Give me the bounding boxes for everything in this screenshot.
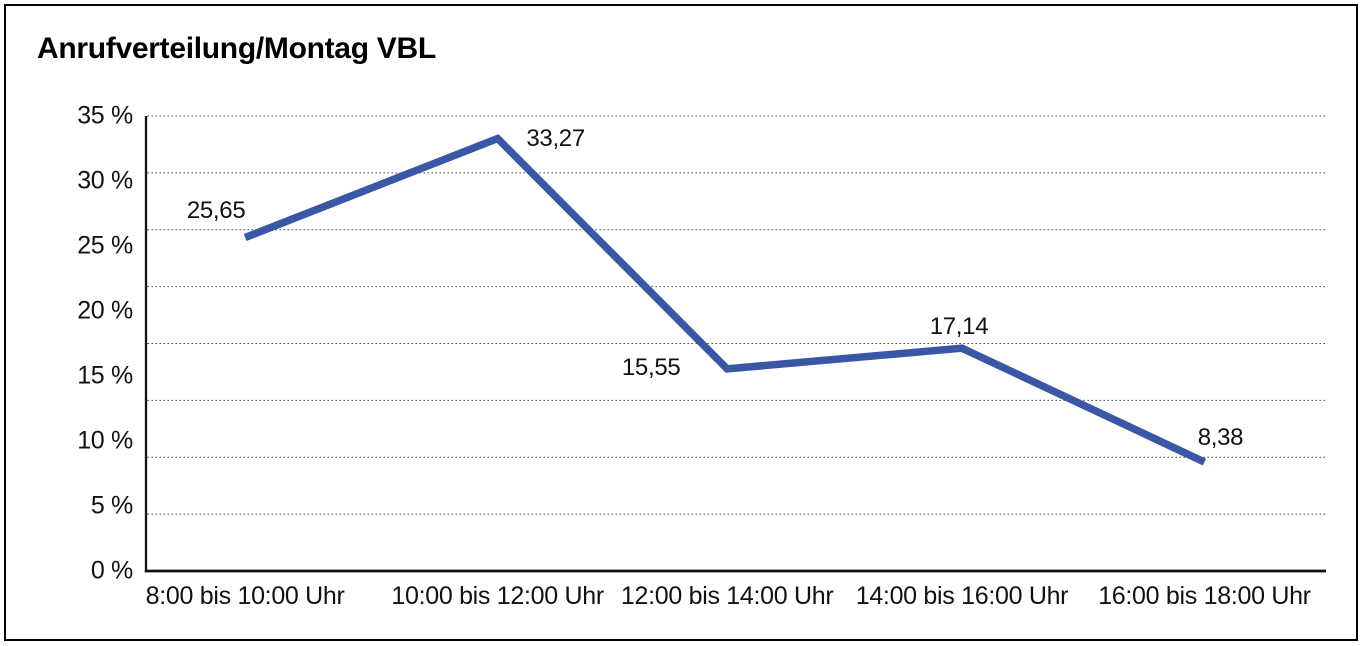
data-line-series: [243, 134, 1207, 466]
y-axis-tick-label: 10 %: [77, 426, 133, 455]
data-point-value-label: 8,38: [1197, 424, 1244, 452]
gridlines: [147, 115, 1326, 515]
data-point-value-label: 25,65: [186, 196, 246, 224]
y-axis-tick-label: 25 %: [77, 231, 133, 260]
data-point-value-label: 33,27: [526, 125, 585, 153]
chart-title: Anrufverteilung/Montag VBL: [37, 32, 436, 65]
x-axis-category-label: 10:00 bis 12:00 Uhr: [391, 582, 604, 610]
x-axis-category-label: 12:00 bis 14:00 Uhr: [620, 582, 834, 610]
y-axis-tick-label: 35 %: [77, 101, 133, 130]
y-axis-tick-label: 20 %: [77, 296, 133, 325]
y-axis-tick-label: 30 %: [77, 166, 133, 195]
y-axis-tick-label: 5 %: [90, 491, 133, 520]
y-axis-tick-label: 15 %: [77, 361, 133, 390]
axes: [144, 116, 1326, 573]
x-axis-category-label: 14:00 bis 16:00 Uhr: [855, 582, 1069, 610]
data-point-value-label: 17,14: [929, 313, 989, 341]
y-axis-tick-label: 0 %: [90, 556, 133, 585]
x-axis-category-label: 8:00 bis 10:00 Uhr: [145, 582, 345, 610]
x-axis-category-label: 16:00 bis 18:00 Uhr: [1098, 582, 1311, 610]
data-point-value-label: 15,55: [621, 353, 681, 381]
